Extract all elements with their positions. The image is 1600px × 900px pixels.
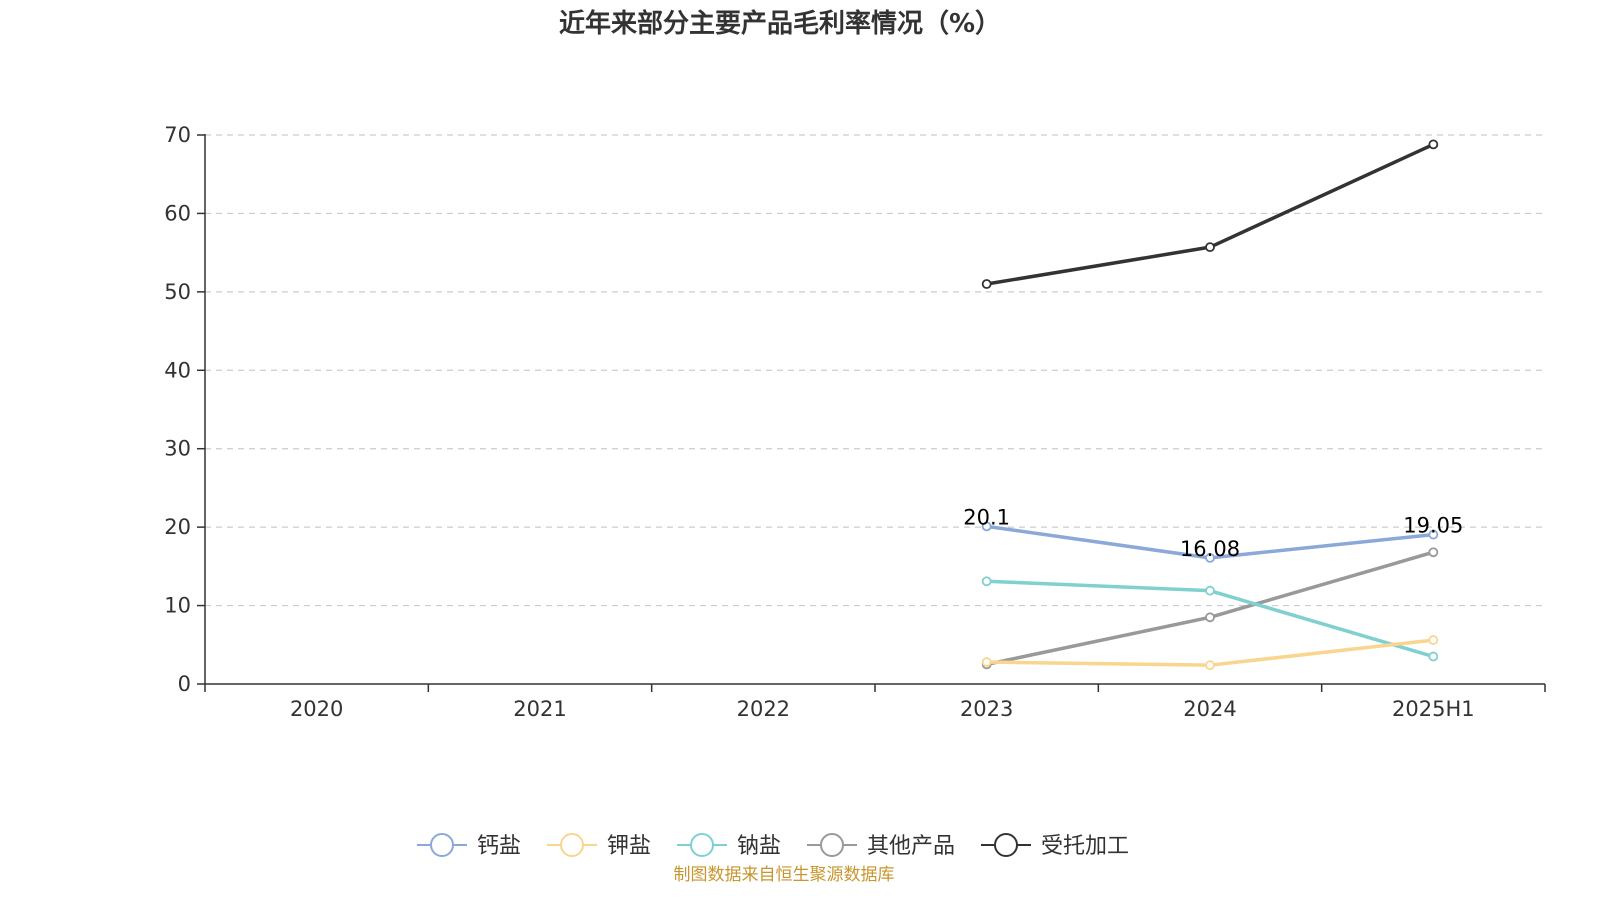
x-tick-label: 2024 bbox=[1183, 697, 1236, 721]
x-tick-label: 2023 bbox=[960, 697, 1013, 721]
legend-label: 受托加工 bbox=[1041, 834, 1129, 859]
legend-marker bbox=[430, 833, 454, 857]
y-tick-label: 10 bbox=[164, 594, 191, 618]
data-label: 19.05 bbox=[1403, 514, 1463, 538]
series-钾盐 bbox=[981, 635, 1439, 671]
data-point bbox=[1428, 635, 1439, 645]
x-tick-label: 2021 bbox=[513, 697, 566, 721]
data-point bbox=[981, 576, 992, 587]
data-label: 16.08 bbox=[1180, 537, 1240, 561]
data-point bbox=[1428, 529, 1439, 540]
data-point bbox=[1205, 585, 1215, 596]
legend-marker bbox=[820, 833, 844, 857]
legend-item-钠盐[interactable]: 钠盐 bbox=[677, 833, 781, 859]
y-tick-label: 50 bbox=[164, 280, 191, 304]
legend-marker bbox=[994, 833, 1018, 857]
x-tick-label: 2022 bbox=[737, 697, 790, 721]
y-tick-label: 20 bbox=[164, 515, 191, 539]
legend-marker bbox=[690, 833, 714, 857]
axes: 0 10 20 30 40 50 60 70 2020 2021 2022 2023 2024 2025H… bbox=[164, 123, 1546, 721]
y-tick-label: 60 bbox=[164, 201, 191, 225]
y-tick-label: 40 bbox=[164, 358, 191, 382]
chart-title: 近年来部分主要产品毛利率情况（%） bbox=[559, 8, 1001, 39]
y-tick-label: 70 bbox=[164, 123, 191, 147]
gridlines bbox=[205, 134, 1545, 607]
legend-label: 钾盐 bbox=[607, 834, 651, 859]
legend-item-钙盐[interactable]: 钙盐 bbox=[417, 833, 521, 859]
legend[interactable]: 钙盐 钾盐 钠盐 其他产品 受托加工 bbox=[417, 833, 1129, 859]
data-point bbox=[1428, 139, 1439, 150]
y-tick-label: 30 bbox=[164, 437, 191, 461]
data-label: 20.1 bbox=[963, 505, 1010, 529]
legend-label: 钠盐 bbox=[737, 834, 781, 859]
series-lines bbox=[981, 139, 1439, 671]
y-tick-label: 0 bbox=[178, 672, 191, 696]
data-point bbox=[1205, 242, 1215, 253]
legend-item-其他产品[interactable]: 其他产品 bbox=[807, 833, 955, 859]
data-point bbox=[1205, 552, 1215, 563]
data-point bbox=[981, 279, 992, 289]
data-point bbox=[1205, 660, 1215, 671]
data-point bbox=[981, 657, 992, 667]
legend-item-钾盐[interactable]: 钾盐 bbox=[547, 833, 651, 859]
data-point bbox=[1428, 651, 1439, 662]
x-tick-label: 2020 bbox=[290, 697, 343, 721]
series-line bbox=[986, 142, 1435, 286]
series-钙盐 bbox=[981, 521, 1439, 563]
series-受托加工 bbox=[981, 139, 1439, 289]
legend-marker bbox=[560, 833, 584, 857]
legend-label: 其他产品 bbox=[867, 834, 955, 859]
legend-item-受托加工[interactable]: 受托加工 bbox=[981, 833, 1129, 859]
source-note: 制图数据来自恒生聚源数据库 bbox=[674, 865, 895, 885]
series-钠盐 bbox=[981, 576, 1439, 662]
x-tick-label: 2025H1 bbox=[1392, 697, 1475, 721]
data-point bbox=[1205, 612, 1215, 623]
series-其他产品 bbox=[981, 547, 1439, 670]
data-point bbox=[981, 521, 992, 532]
data-point bbox=[1428, 547, 1439, 558]
legend-label: 钙盐 bbox=[477, 834, 521, 859]
data-labels: 20.1 16.08 19.05 bbox=[963, 505, 1463, 561]
